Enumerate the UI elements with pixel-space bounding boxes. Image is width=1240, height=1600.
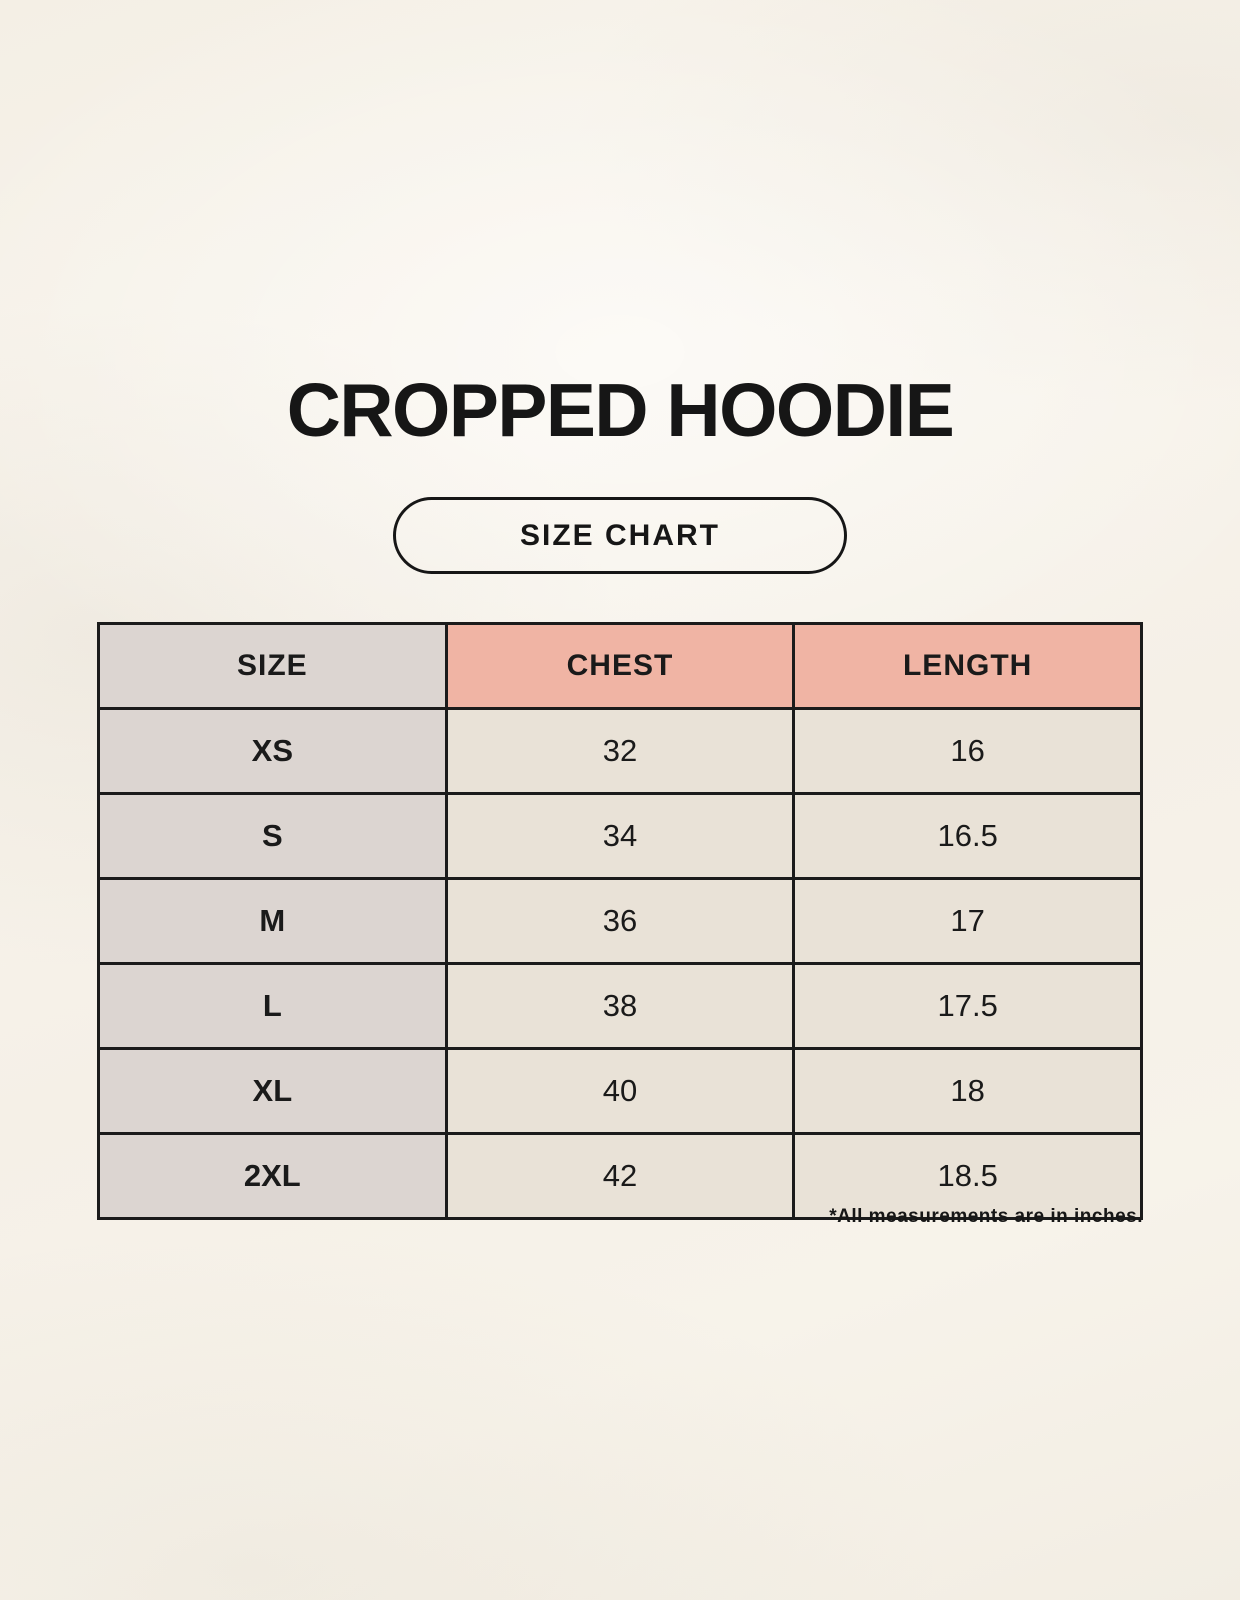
size-cell: L [97, 962, 448, 1050]
length-cell: 17.5 [792, 962, 1143, 1050]
table-row: 2XL 42 18.5 [97, 1132, 1143, 1220]
table-row: M 36 17 [97, 877, 1143, 965]
header-row: SIZE CHEST LENGTH [97, 622, 1143, 710]
size-chart-table: SIZE CHEST LENGTH XS 32 16 S 34 16.5 M 3… [97, 622, 1143, 1220]
column-header-size: SIZE [97, 622, 448, 710]
table-row: XL 40 18 [97, 1047, 1143, 1135]
length-cell: 17 [792, 877, 1143, 965]
chest-cell: 36 [444, 877, 796, 965]
size-cell: S [97, 792, 448, 880]
chest-cell: 42 [444, 1132, 796, 1220]
column-header-chest: CHEST [444, 622, 796, 710]
chest-cell: 40 [444, 1047, 796, 1135]
table-row: L 38 17.5 [97, 962, 1143, 1050]
chest-cell: 38 [444, 962, 796, 1050]
length-cell: 18.5 [792, 1132, 1143, 1220]
size-cell: XS [97, 707, 448, 795]
size-cell: M [97, 877, 448, 965]
measurements-footnote: *All measurements are in inches. [829, 1206, 1143, 1227]
size-chart-button-label: SIZE CHART [520, 518, 720, 552]
table-row: S 34 16.5 [97, 792, 1143, 880]
size-chart-button[interactable]: SIZE CHART [393, 497, 847, 574]
length-cell: 16.5 [792, 792, 1143, 880]
table-row: XS 32 16 [97, 707, 1143, 795]
length-cell: 16 [792, 707, 1143, 795]
length-cell: 18 [792, 1047, 1143, 1135]
product-title: CROPPED HOODIE [286, 368, 955, 452]
chest-cell: 32 [444, 707, 796, 795]
size-cell: XL [97, 1047, 448, 1135]
column-header-length: LENGTH [792, 622, 1143, 710]
chest-cell: 34 [444, 792, 796, 880]
size-cell: 2XL [97, 1132, 448, 1220]
